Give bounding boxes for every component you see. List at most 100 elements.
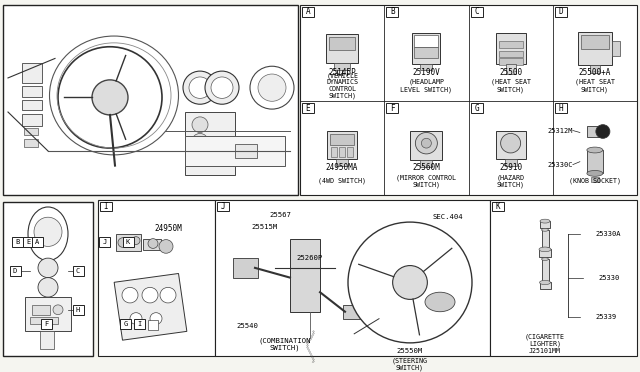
Bar — [3, 5, 298, 195]
Bar — [233, 258, 258, 278]
Bar — [540, 282, 550, 289]
Bar — [300, 5, 637, 195]
Text: B: B — [16, 239, 20, 245]
Bar — [414, 47, 438, 58]
Circle shape — [192, 117, 208, 132]
Text: G: G — [474, 104, 479, 113]
Bar — [539, 249, 551, 257]
Bar — [420, 160, 433, 167]
Bar — [412, 33, 440, 64]
Bar — [24, 139, 38, 147]
Bar — [387, 103, 398, 113]
Bar — [410, 131, 442, 160]
Text: C: C — [474, 7, 479, 16]
Bar — [100, 202, 112, 211]
Text: 25500: 25500 — [499, 68, 522, 77]
Text: 25560M: 25560M — [413, 163, 440, 172]
Text: B: B — [390, 7, 395, 16]
Text: 24950M: 24950M — [154, 224, 182, 233]
Text: H: H — [76, 307, 80, 313]
Text: (HEAT SEAT
SWITCH): (HEAT SEAT SWITCH) — [575, 79, 615, 93]
Bar — [555, 103, 567, 113]
Bar — [215, 200, 490, 356]
Bar — [495, 131, 525, 159]
Bar — [185, 137, 285, 166]
Text: J: J — [102, 239, 106, 245]
Circle shape — [258, 74, 286, 101]
Circle shape — [596, 125, 610, 138]
Text: 25567: 25567 — [269, 212, 291, 218]
Bar — [590, 65, 600, 73]
Bar — [591, 177, 599, 182]
Circle shape — [142, 287, 158, 303]
Bar — [22, 100, 42, 110]
Bar — [326, 34, 358, 63]
Bar — [24, 128, 38, 135]
Bar — [347, 147, 353, 157]
Ellipse shape — [541, 228, 548, 231]
Text: 25260P: 25260P — [297, 255, 323, 261]
Text: 25312M: 25312M — [547, 128, 573, 134]
Bar — [30, 317, 58, 324]
Bar — [504, 159, 516, 166]
Bar — [235, 144, 257, 158]
Text: A: A — [35, 239, 39, 245]
Circle shape — [205, 71, 239, 104]
Bar — [22, 237, 34, 247]
Bar — [334, 63, 350, 70]
Bar — [329, 37, 355, 50]
Text: C: C — [76, 268, 80, 274]
Bar — [290, 239, 320, 312]
Bar — [22, 114, 42, 126]
Circle shape — [393, 266, 428, 299]
Bar — [499, 41, 523, 48]
Circle shape — [211, 77, 233, 98]
Bar — [210, 137, 228, 148]
Bar — [148, 320, 158, 330]
Bar — [343, 305, 363, 320]
Text: (HEAT SEAT
SWITCH): (HEAT SEAT SWITCH) — [491, 79, 531, 93]
Circle shape — [130, 313, 142, 324]
Circle shape — [160, 287, 176, 303]
Text: 25540: 25540 — [236, 323, 258, 329]
Text: 25550M: 25550M — [397, 348, 423, 354]
Bar — [116, 234, 141, 251]
Bar — [31, 237, 43, 247]
Bar — [541, 230, 548, 247]
Bar — [492, 202, 504, 211]
Text: (HEADLAMP
LEVEL SWITCH): (HEADLAMP LEVEL SWITCH) — [401, 79, 452, 93]
Bar — [10, 266, 20, 276]
Text: (CIGARETTE
LIGHTER)
J25101MM: (CIGARETTE LIGHTER) J25101MM — [525, 334, 565, 354]
Text: 25330: 25330 — [598, 275, 620, 280]
Bar — [22, 63, 42, 83]
Text: D: D — [559, 7, 563, 16]
Text: (KNOB SOCKET): (KNOB SOCKET) — [569, 178, 621, 185]
Bar — [122, 237, 134, 247]
Bar — [114, 273, 187, 340]
Bar — [490, 200, 637, 356]
Circle shape — [150, 313, 162, 324]
Text: 25330A: 25330A — [595, 231, 621, 237]
Bar — [499, 51, 523, 57]
Text: F: F — [390, 104, 395, 113]
Circle shape — [38, 258, 58, 278]
Circle shape — [250, 66, 294, 109]
Bar — [470, 103, 483, 113]
Text: I: I — [104, 202, 108, 211]
Circle shape — [159, 240, 173, 253]
Bar — [98, 200, 215, 356]
Text: E: E — [26, 239, 30, 245]
Bar — [99, 237, 110, 247]
Text: (VEHICLE
DYNAMICS
CONTROL
SWITCH): (VEHICLE DYNAMICS CONTROL SWITCH) — [326, 72, 358, 99]
Bar — [302, 7, 314, 17]
Text: G: G — [124, 321, 127, 327]
Ellipse shape — [587, 147, 603, 153]
Text: J: J — [221, 202, 225, 211]
Bar — [420, 64, 433, 70]
Text: (4WD SWITCH): (4WD SWITCH) — [318, 178, 366, 185]
Circle shape — [38, 278, 58, 297]
Bar — [25, 297, 71, 331]
Circle shape — [183, 71, 217, 104]
Text: I: I — [138, 321, 141, 327]
Text: E: E — [306, 104, 310, 113]
